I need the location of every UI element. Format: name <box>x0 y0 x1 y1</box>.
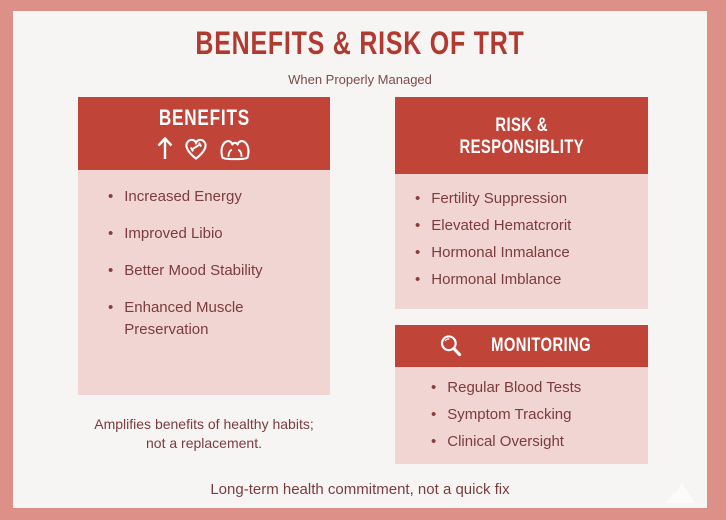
list-item-label: Hormonal Imblance <box>431 271 562 288</box>
subtitle: When Properly Managed <box>288 72 432 87</box>
monitoring-heading: MONITORING <box>491 335 591 356</box>
list-item-label: Regular Blood Tests <box>447 379 582 396</box>
list-item: Improved Libio <box>108 223 322 245</box>
list-item: Better Mood Stability <box>108 260 322 282</box>
list-item-label: Hormonal Inmalance <box>431 244 570 261</box>
page-title: BENEFITS & RISK OF TRT <box>13 25 707 62</box>
list-item-label: Enhanced Muscle Preservation <box>124 299 244 338</box>
list-item-label: Improved Libio <box>124 225 223 242</box>
monitoring-panel: MONITORING Regular Blood Tests Symptom T… <box>395 325 648 464</box>
footnote-line2: not a replacement. <box>146 435 262 451</box>
poster-card: BENEFITS & RISK OF TRT When Properly Man… <box>13 11 707 508</box>
monitoring-list-panel: Regular Blood Tests Symptom Tracking Cli… <box>395 367 648 464</box>
list-item-label: Symptom Tracking <box>447 406 572 423</box>
risk-header: RISK & RESPONSIBLITY <box>395 97 648 174</box>
list-item: Enhanced Muscle Preservation <box>108 297 322 341</box>
benefits-list-panel: Increased Energy Improved Libio Better M… <box>78 170 330 395</box>
list-item: Regular Blood Tests <box>431 377 642 398</box>
monitoring-header: MONITORING <box>395 325 648 367</box>
list-item: Hormonal Imblance <box>415 269 642 290</box>
risk-heading-line2: RESPONSIBLITY <box>459 136 584 158</box>
list-item-label: Increased Energy <box>124 188 242 205</box>
list-item-label: Clinical Oversight <box>447 433 564 450</box>
risk-list-panel: Fertility Suppression Elevated Hematcror… <box>395 174 648 309</box>
benefits-heading: BENEFITS <box>158 105 250 130</box>
list-item: Clinical Oversight <box>431 431 642 452</box>
risk-heading-line1: RISK & <box>495 114 548 136</box>
list-item: Fertility Suppression <box>415 188 642 209</box>
watermark-logo <box>661 481 703 505</box>
list-item: Symptom Tracking <box>431 404 642 425</box>
benefits-footnote: Amplifies benefits of healthy habits; no… <box>78 415 330 453</box>
page-title-text: BENEFITS & RISK OF TRT <box>195 25 525 61</box>
risk-list: Fertility Suppression Elevated Hematcror… <box>395 174 648 290</box>
heart-pulse-icon <box>181 133 211 161</box>
list-item-label: Elevated Hematcrorit <box>431 217 572 234</box>
list-item-label: Fertility Suppression <box>431 190 568 207</box>
benefits-list: Increased Energy Improved Libio Better M… <box>78 170 330 341</box>
footnote-line1: Amplifies benefits of healthy habits; <box>94 416 314 432</box>
risk-panel: RISK & RESPONSIBLITY Fertility Suppressi… <box>395 97 648 309</box>
footer-tagline: Long-term health commitment, not a quick… <box>210 481 510 498</box>
list-item-label: Better Mood Stability <box>124 262 263 279</box>
list-item: Hormonal Inmalance <box>415 242 642 263</box>
benefits-icons <box>156 132 252 162</box>
monitoring-list: Regular Blood Tests Symptom Tracking Cli… <box>395 367 648 452</box>
benefits-panel: BENEFITS <box>78 97 330 395</box>
list-item: Increased Energy <box>108 186 322 208</box>
list-item: Elevated Hematcrorit <box>415 215 642 236</box>
up-arrow-icon <box>156 134 174 160</box>
benefits-header: BENEFITS <box>78 97 330 170</box>
bicep-flex-icon <box>218 133 252 161</box>
magnifier-icon <box>438 333 464 359</box>
